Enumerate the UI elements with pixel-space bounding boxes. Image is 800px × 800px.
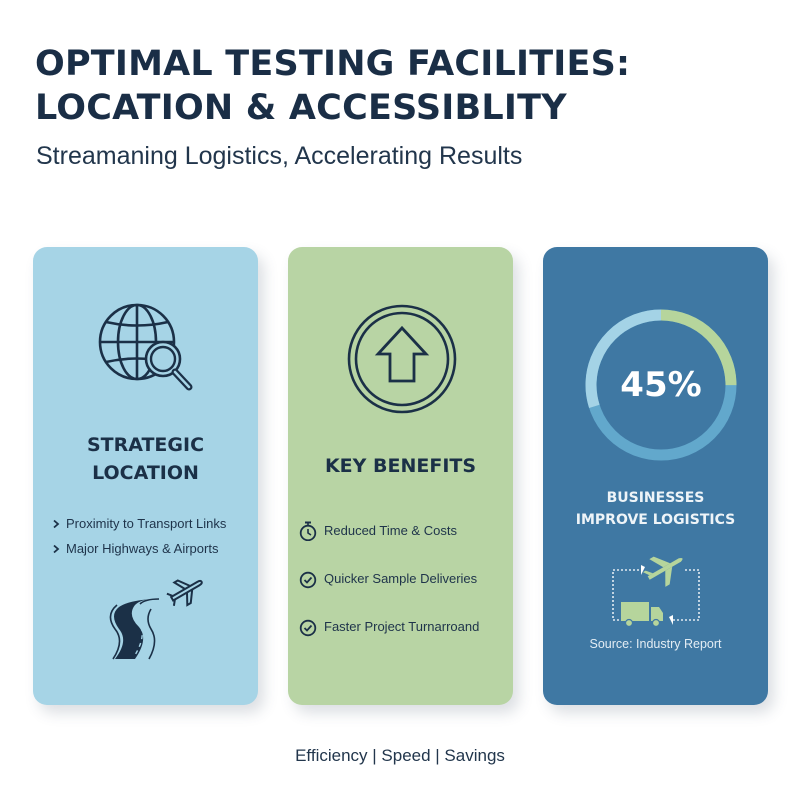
bullet-text: Proximity to Transport Links <box>66 516 227 531</box>
heading-line-2: IMPROVE LOGISTICS <box>575 512 736 528</box>
chevron-right-icon <box>53 544 60 553</box>
list-item: Faster Project Turnarroand <box>299 615 479 639</box>
source-note: Source: Industry Report <box>589 637 722 651</box>
benefits-list: Reduced Time & Costs Quicker Sample Deli… <box>299 519 479 663</box>
road-and-airplane-icon <box>109 579 203 660</box>
list-item: Major Highways & Airports <box>51 536 226 561</box>
page-subtitle: Streamaning Logistics, Accelerating Resu… <box>36 142 523 170</box>
card-key-benefits: KEY BENEFITS Reduced Time & Costs Quicke… <box>288 247 513 705</box>
list-item: Reduced Time & Costs <box>299 519 479 543</box>
progress-ring <box>585 309 737 461</box>
title-line-1: OPTIMAL TESTING FACILITIES: <box>35 44 631 84</box>
benefit-text: Faster Project Turnarroand <box>324 619 480 634</box>
check-circle-icon <box>299 571 317 589</box>
card-heading: STRATEGIC LOCATION <box>33 431 258 487</box>
heading-line-2: LOCATION <box>92 462 199 484</box>
footer-tagline: Efficiency | Speed | Savings <box>295 746 505 765</box>
chevron-right-icon <box>53 519 60 528</box>
list-item: Quicker Sample Deliveries <box>299 567 479 591</box>
card-heading: BUSINESSES IMPROVE LOGISTICS <box>543 487 768 531</box>
globe-search-icon <box>98 303 193 391</box>
heading-line-1: BUSINESSES <box>606 490 705 506</box>
arrow-up-circle-icon <box>347 304 457 414</box>
page-title: OPTIMAL TESTING FACILITIES: LOCATION & A… <box>35 42 775 130</box>
list-item: Proximity to Transport Links <box>51 511 226 536</box>
card-strategic-location: STRATEGIC LOCATION Proximity to Transpor… <box>33 247 258 705</box>
heading-line-1: STRATEGIC <box>86 434 205 456</box>
location-bullet-list: Proximity to Transport Links Major Highw… <box>51 511 226 561</box>
check-circle-icon <box>299 619 317 637</box>
card-heading: KEY BENEFITS <box>324 455 477 477</box>
benefit-text: Reduced Time & Costs <box>324 523 457 538</box>
card-statistic: 45% BUSINESSES IMPROVE LOGISTICS Source:… <box>543 247 768 705</box>
stat-value: 45% <box>620 365 702 405</box>
stopwatch-icon <box>299 521 317 541</box>
airplane-truck-cycle-icon <box>612 556 700 627</box>
title-line-2: LOCATION & ACCESSIBLITY <box>35 88 567 128</box>
benefit-text: Quicker Sample Deliveries <box>324 571 478 586</box>
bullet-text: Major Highways & Airports <box>66 541 219 556</box>
